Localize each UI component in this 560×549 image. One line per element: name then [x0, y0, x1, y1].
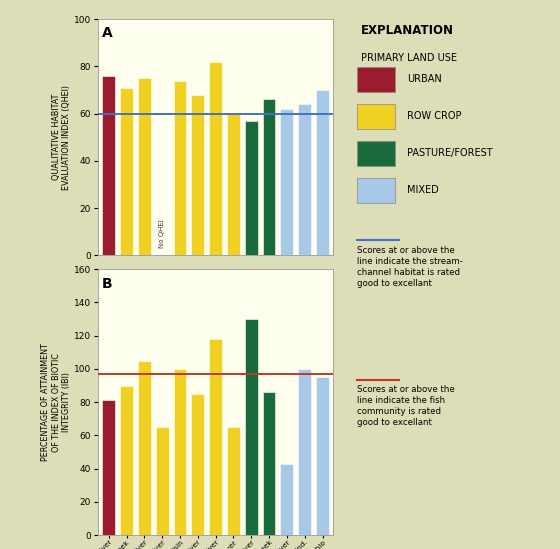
FancyBboxPatch shape [357, 104, 395, 129]
Bar [245, 319, 258, 535]
Bar [227, 114, 240, 255]
Bar [102, 400, 115, 535]
FancyBboxPatch shape [357, 177, 395, 203]
Bar [263, 99, 276, 255]
Bar [156, 427, 169, 535]
FancyBboxPatch shape [357, 67, 395, 92]
Bar [192, 95, 204, 255]
Bar [209, 339, 222, 535]
Text: Scores at or above the
line indicate the fish
community is rated
good to excella: Scores at or above the line indicate the… [357, 385, 455, 428]
Bar [209, 61, 222, 255]
Bar [102, 76, 115, 255]
Text: B: B [101, 277, 112, 291]
Text: PRIMARY LAND USE: PRIMARY LAND USE [361, 53, 457, 63]
Text: MIXED: MIXED [407, 185, 439, 195]
Bar [138, 361, 151, 535]
Bar [281, 464, 293, 535]
Text: PASTURE/FOREST: PASTURE/FOREST [407, 148, 493, 158]
Bar [298, 369, 311, 535]
Bar [298, 104, 311, 255]
Text: URBAN: URBAN [407, 75, 442, 85]
Bar [120, 88, 133, 255]
Text: EXPLANATION: EXPLANATION [361, 24, 454, 37]
Text: Scores at or above the
line indicate the stream-
channel habitat is rated
good t: Scores at or above the line indicate the… [357, 245, 463, 288]
Bar [316, 90, 329, 255]
Bar [138, 78, 151, 255]
Bar [227, 427, 240, 535]
Y-axis label: PERCENTAGE OF ATTAINMENT
OF THE INDEX OF BIOTIC
INTEGRITY (IBI): PERCENTAGE OF ATTAINMENT OF THE INDEX OF… [41, 343, 71, 461]
Bar [120, 385, 133, 535]
Bar [192, 394, 204, 535]
Bar [263, 392, 276, 535]
Bar [281, 109, 293, 255]
FancyBboxPatch shape [357, 141, 395, 166]
Bar [245, 121, 258, 255]
Y-axis label: QUALITATIVE HABITAT
EVALUATION INDEX (QHEI): QUALITATIVE HABITAT EVALUATION INDEX (QH… [52, 85, 71, 190]
Text: No QHEI: No QHEI [159, 220, 165, 248]
Bar [174, 369, 186, 535]
Text: A: A [101, 26, 112, 40]
Bar [174, 81, 186, 255]
Bar [316, 377, 329, 535]
Text: ROW CROP: ROW CROP [407, 111, 462, 121]
